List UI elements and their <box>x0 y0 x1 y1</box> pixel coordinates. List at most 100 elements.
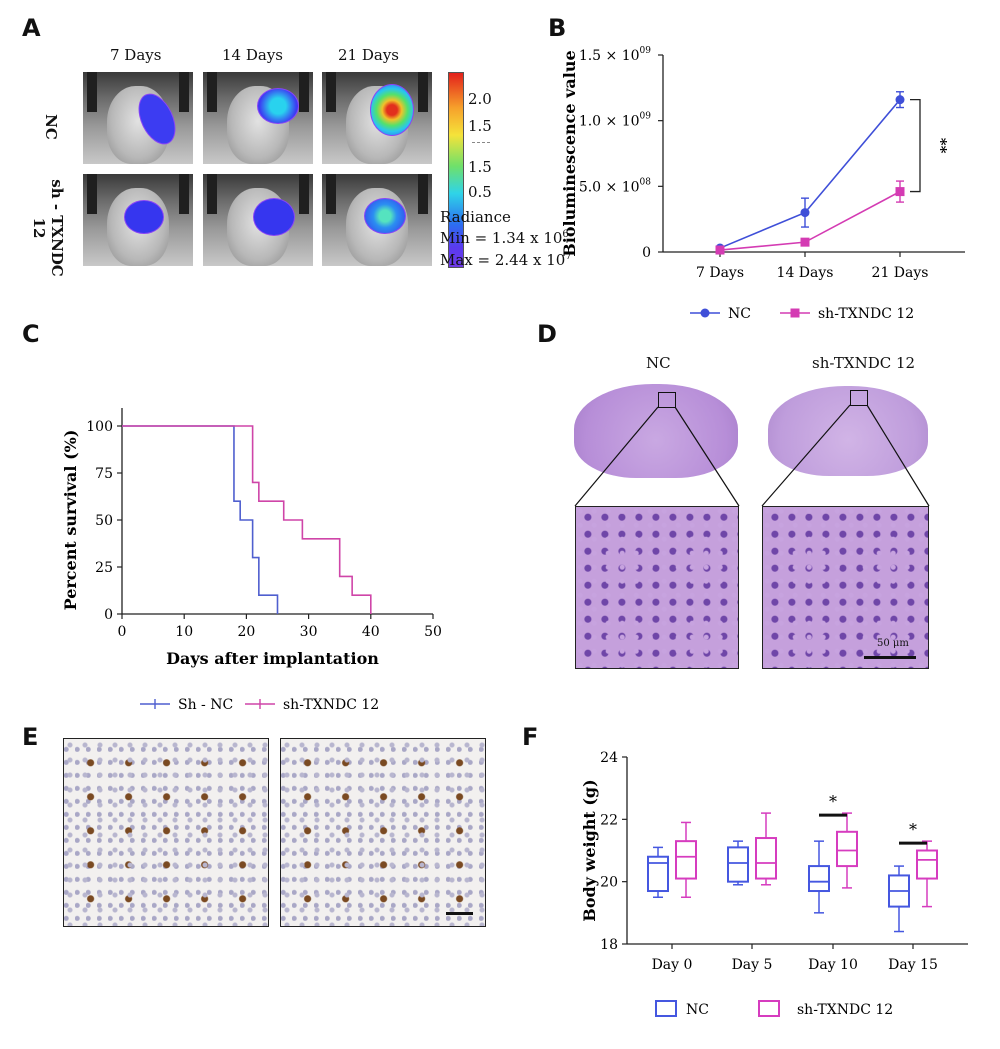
legend-label-nc-c: Sh - NC <box>178 697 233 713</box>
legend-label-nc-f: NC <box>686 1002 709 1018</box>
y-axis-label-f: Body weight (g) <box>580 779 599 921</box>
y-tick-label-f: 22 <box>600 812 618 828</box>
ihc-image-left <box>63 738 269 927</box>
x-tick-label-b: 14 Days <box>777 265 834 281</box>
significance-bracket-b <box>910 99 921 193</box>
y-tick-exp-b: 09 <box>640 46 652 56</box>
radiance-max: Max = 2.44 x 107 <box>440 251 572 269</box>
he-micrograph-nc <box>575 506 739 669</box>
colorbar-tick-4: 0.5 <box>468 183 492 201</box>
y-axis-label-c: Percent survival (%) <box>61 430 80 611</box>
x-tick-label-c: 10 <box>175 624 193 640</box>
radiance-label: Radiance <box>440 208 511 226</box>
y-tick-label-b: 5.0 × 1008 <box>579 177 651 195</box>
x-tick-label-b: 21 Days <box>872 265 929 281</box>
legend-marker-sh-b <box>790 308 800 318</box>
panel-letter-e: E <box>22 723 39 751</box>
legend-label-nc-b: NC <box>728 306 751 322</box>
box-nc-f <box>727 846 749 883</box>
bli-image-sh-21d <box>322 174 432 266</box>
zoom-lines <box>574 404 930 507</box>
x-tick-label-c: 20 <box>237 624 255 640</box>
colorbar-tick-3: 1.5 <box>468 158 492 176</box>
panel-letter-b: B <box>548 14 567 42</box>
box-nc-f <box>808 865 830 893</box>
legend-marker-nc-b <box>700 308 710 318</box>
significance-label-b: ** <box>932 138 950 154</box>
x-axis-label-c: Days after implantation <box>166 649 379 668</box>
radiance-colorbar <box>448 72 464 268</box>
legend-box-sh-f <box>758 1000 780 1017</box>
radiance-max-text: Max = 2.44 x 10 <box>440 251 566 269</box>
y-tick-label-c: 50 <box>95 513 113 529</box>
y-tick-label-b: 1.5 × 1009 <box>579 46 651 64</box>
zoom-box-sh <box>850 390 868 406</box>
y-tick-label-f: 24 <box>600 750 618 766</box>
chart-c-survival: 0 25 50 75 100 0 10 20 30 40 50 Days after implanta… <box>61 408 442 713</box>
x-tick-label-c: 50 <box>424 624 442 640</box>
bli-image-sh-7d <box>83 174 193 266</box>
box-sh-f <box>916 849 938 880</box>
x-tick-label-f: Day 15 <box>888 957 938 973</box>
row-label-sh-txndc12: sh - TXNDC 12 <box>30 179 66 277</box>
y-tick-label-b: 0 <box>642 245 651 261</box>
scale-bar-e <box>446 912 473 915</box>
scale-label-d: 50 μm <box>877 638 909 649</box>
legend-box-nc-f <box>655 1000 677 1017</box>
bli-image-nc-7d <box>83 72 193 164</box>
y-tick-label-f: 18 <box>600 937 618 953</box>
x-tick-label-f: Day 0 <box>652 957 693 973</box>
box-nc-f <box>647 855 669 893</box>
series-line-b <box>719 99 901 249</box>
x-tick-label-c: 0 <box>118 624 127 640</box>
box-sh-f <box>755 837 777 880</box>
y-tick-label-b: 1.0 × 1009 <box>579 112 651 130</box>
bli-image-nc-14d <box>203 72 313 164</box>
survival-curve-sh <box>122 425 372 614</box>
point-sh-b <box>800 237 810 247</box>
chart-f-body-weight: 18 20 22 24 Day 0 Day 5 Day 10 Day 15 Body weigh… <box>580 750 968 1018</box>
survival-curve-nc <box>122 425 279 614</box>
significance-label-f: * <box>909 820 917 839</box>
zoom-box-nc <box>658 392 676 408</box>
col-label-7-days: 7 Days <box>110 46 162 64</box>
y-axis-label-b: Bioluminescence value <box>560 50 579 256</box>
y-tick-label-c: 75 <box>95 466 113 482</box>
chart-b-bioluminescence: 0 5.0 × 1008 1.0 × 1009 1.5 × 1009 7 Days 14 … <box>560 46 965 322</box>
radiance-min-exp: 6 <box>562 229 569 240</box>
bli-image-nc-21d <box>322 72 432 164</box>
legend-label-sh-f: sh-TXNDC 12 <box>797 1002 893 1018</box>
colorbar-tick-2: 1.5 <box>468 117 492 135</box>
x-tick-label-c: 30 <box>300 624 318 640</box>
y-tick-label-f: 20 <box>600 875 618 891</box>
x-tick-label-b: 7 Days <box>696 265 744 281</box>
point-sh-b <box>895 187 905 197</box>
significance-label-f: * <box>829 792 837 811</box>
ihc-image-right <box>280 738 486 927</box>
radiance-min: Min = 1.34 x 106 <box>440 229 569 247</box>
x-tick-label-c: 40 <box>362 624 380 640</box>
panel-letter-c: C <box>22 320 40 348</box>
y-tick-label-c: 100 <box>86 419 113 435</box>
box-sh-f <box>675 840 697 880</box>
y-tick-label-c: 0 <box>104 607 113 623</box>
box-sh-f <box>836 830 858 868</box>
panel-letter-f: F <box>522 723 539 751</box>
he-micrograph-sh <box>762 506 929 669</box>
point-nc-b <box>800 208 810 218</box>
y-tick-exp-b: 08 <box>640 177 652 187</box>
col-label-14-days: 14 Days <box>222 46 283 64</box>
legend-label-sh-b: sh-TXNDC 12 <box>818 306 914 322</box>
series-line-b <box>719 190 901 251</box>
radiance-max-exp: 7 <box>565 251 572 262</box>
legend-label-sh-c: sh-TXNDC 12 <box>283 697 379 713</box>
x-tick-label-f: Day 5 <box>732 957 773 973</box>
panel-letter-d: D <box>537 320 557 348</box>
he-label-sh: sh-TXNDC 12 <box>812 354 916 372</box>
y-tick-label-c: 25 <box>95 560 113 576</box>
colorbar-tick-1: 2.0 <box>468 90 492 108</box>
radiance-min-text: Min = 1.34 x 10 <box>440 229 563 247</box>
col-label-21-days: 21 Days <box>338 46 399 64</box>
panel-letter-a: A <box>22 14 41 42</box>
colorbar-dash <box>472 142 490 143</box>
